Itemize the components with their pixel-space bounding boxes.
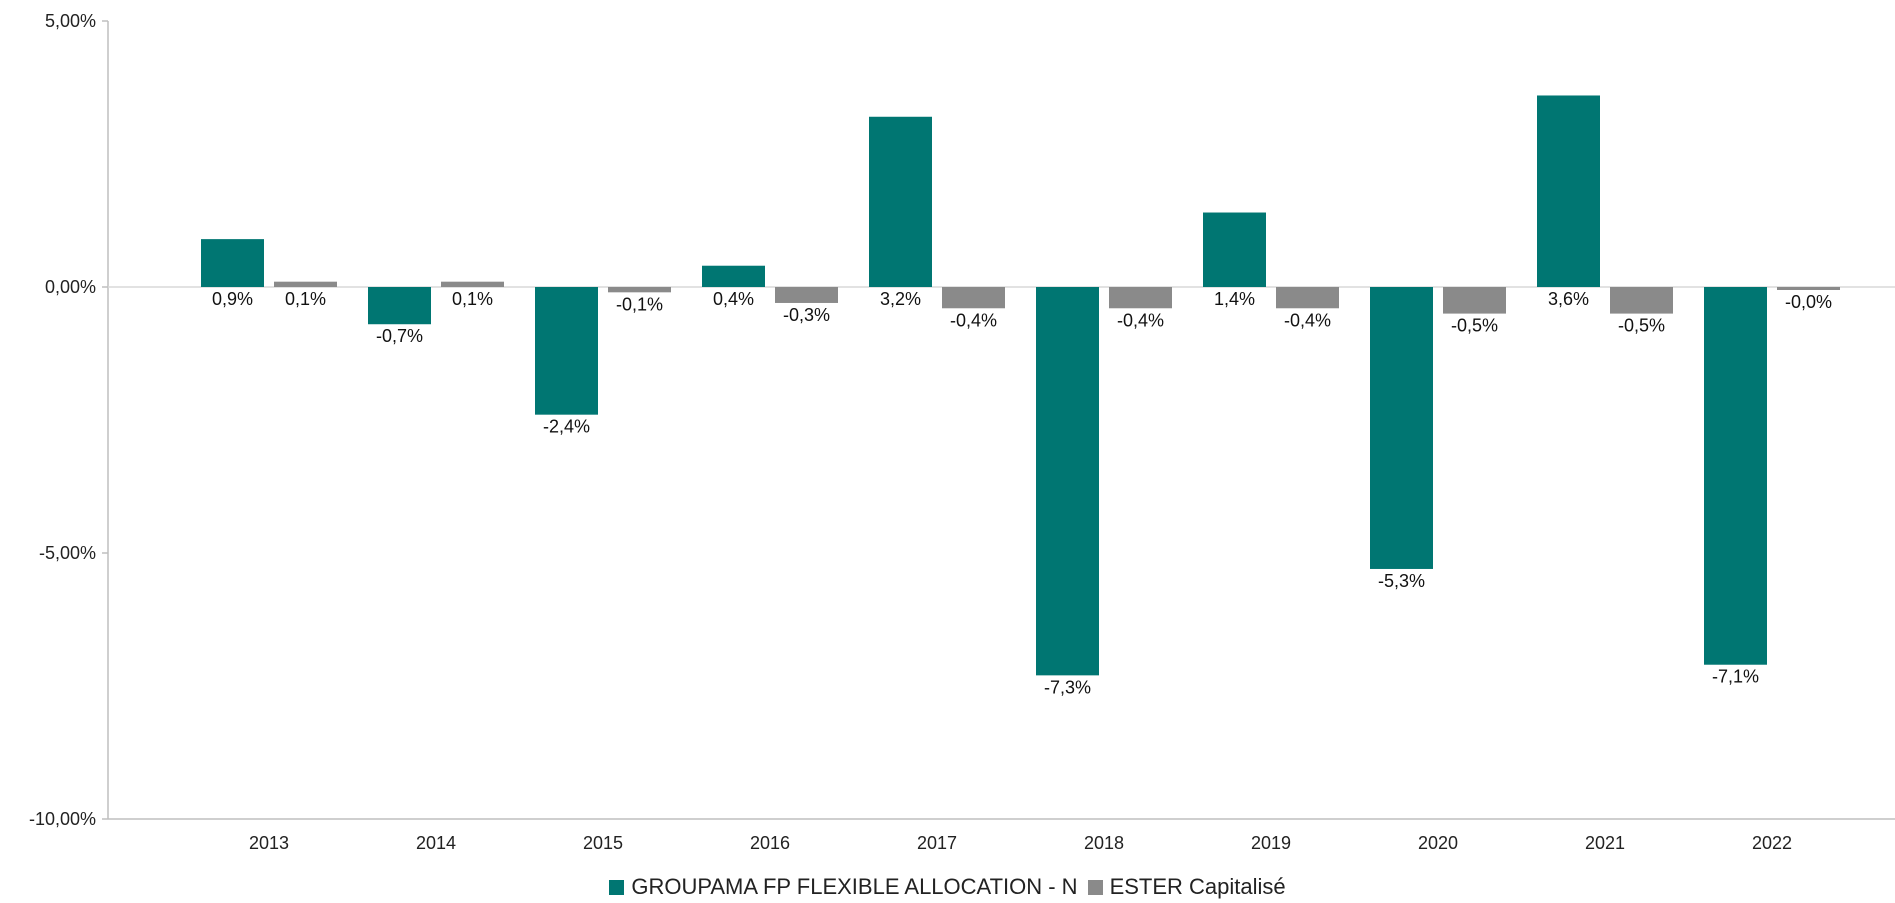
data-label: -0,4%: [950, 310, 997, 330]
bar-chart: 5,00% 0,00% -5,00% -10,00% 0,9% 0,1% 2013 -0,7%…: [29, 11, 1895, 853]
data-label: -7,1%: [1712, 667, 1759, 687]
bar-benchmark: [1777, 287, 1840, 290]
data-label: -0,5%: [1618, 316, 1665, 336]
data-label: -0,5%: [1451, 316, 1498, 336]
data-label: -7,3%: [1044, 677, 1091, 697]
bar-fund: [702, 265, 765, 287]
bar-benchmark: [274, 281, 337, 287]
bar-benchmark: [942, 287, 1005, 309]
bar-fund: [1537, 95, 1600, 287]
bar-benchmark: [1276, 287, 1339, 309]
x-tick-label: 2020: [1418, 833, 1458, 853]
x-tick-label: 2016: [750, 833, 790, 853]
data-label: -5,3%: [1378, 571, 1425, 591]
bar-fund: [1203, 212, 1266, 287]
data-label: -0,4%: [1117, 310, 1164, 330]
data-label: -2,4%: [543, 417, 590, 437]
bar-fund: [869, 116, 932, 287]
y-tick-label: 5,00%: [45, 11, 96, 31]
data-label: 0,9%: [212, 289, 253, 309]
bar-benchmark: [775, 287, 838, 303]
legend: GROUPAMA FP FLEXIBLE ALLOCATION - N ESTE…: [0, 872, 1895, 902]
x-tick-label: 2022: [1752, 833, 1792, 853]
data-label: 1,4%: [1214, 289, 1255, 309]
bar-fund: [1704, 287, 1767, 665]
x-tick-label: 2019: [1251, 833, 1291, 853]
data-label: -0,7%: [376, 326, 423, 346]
x-tick-label: 2021: [1585, 833, 1625, 853]
data-label: -0,1%: [616, 294, 663, 314]
legend-item-benchmark: ESTER Capitalisé: [1087, 874, 1286, 900]
bar-fund: [1036, 287, 1099, 676]
bar-fund: [535, 287, 598, 415]
x-tick-label: 2015: [583, 833, 623, 853]
legend-item-fund: GROUPAMA FP FLEXIBLE ALLOCATION - N: [609, 874, 1078, 900]
y-tick-label: 0,00%: [45, 277, 96, 297]
data-label: 0,1%: [452, 289, 493, 309]
bar-fund: [201, 239, 264, 287]
legend-label-fund: GROUPAMA FP FLEXIBLE ALLOCATION - N: [631, 874, 1078, 899]
legend-label-benchmark: ESTER Capitalisé: [1109, 874, 1286, 899]
bar-fund: [368, 287, 431, 325]
bar-fund: [1370, 287, 1433, 569]
y-tick-label: -10,00%: [29, 809, 96, 829]
data-label: -0,0%: [1785, 292, 1832, 312]
x-tick-label: 2014: [416, 833, 456, 853]
x-tick-label: 2018: [1084, 833, 1124, 853]
bar-benchmark: [608, 287, 671, 293]
y-tick-label: -5,00%: [39, 543, 96, 563]
x-tick-label: 2017: [917, 833, 957, 853]
legend-swatch-fund: [609, 879, 625, 895]
bar-benchmark: [1443, 287, 1506, 314]
data-label: -0,4%: [1284, 310, 1331, 330]
data-label: -0,3%: [783, 305, 830, 325]
bar-benchmark: [1610, 287, 1673, 314]
data-label: 0,4%: [713, 289, 754, 309]
data-label: 3,2%: [880, 289, 921, 309]
data-label: 0,1%: [285, 289, 326, 309]
legend-swatch-benchmark: [1087, 879, 1103, 895]
x-tick-label: 2013: [249, 833, 289, 853]
bar-benchmark: [441, 281, 504, 287]
data-label: 3,6%: [1548, 289, 1589, 309]
bar-benchmark: [1109, 287, 1172, 309]
